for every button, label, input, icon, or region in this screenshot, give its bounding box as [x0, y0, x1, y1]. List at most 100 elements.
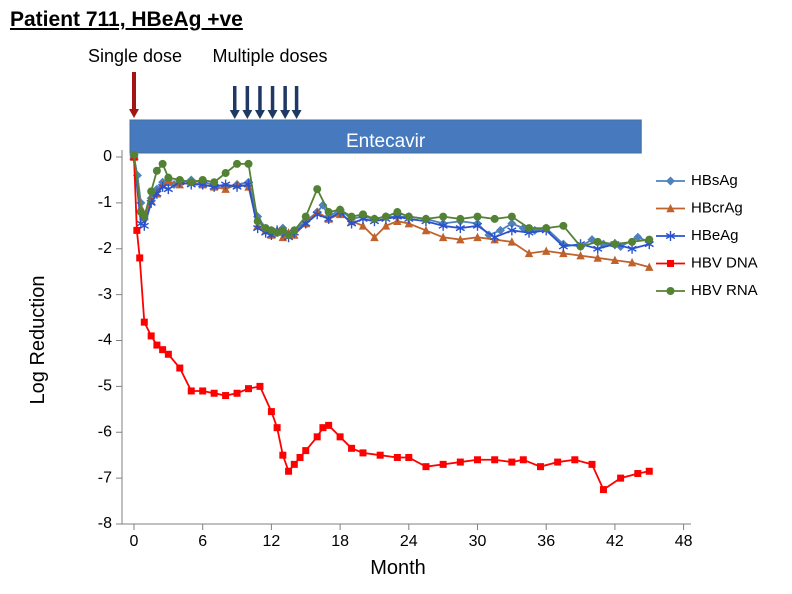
series-line-hbv-dna: [133, 156, 650, 491]
entecavir-bar-label: Entecavir: [346, 131, 426, 152]
marker-hbv-rna: [593, 237, 602, 246]
marker-hbeag: [323, 215, 334, 223]
marker-hbv-dna: [256, 382, 264, 390]
marker-hbv-rna: [221, 169, 230, 178]
marker-hbv-rna: [244, 159, 253, 168]
marker-hbv-dna: [634, 470, 642, 478]
marker-hbv-dna: [645, 467, 653, 475]
marker-hbeag: [455, 225, 465, 232]
y-tick-label: -7: [98, 469, 112, 486]
marker-hbv-rna: [610, 240, 619, 249]
x-axis-title: Month: [370, 557, 426, 579]
marker-hbv-dna: [233, 389, 241, 397]
marker-hbv-rna: [439, 212, 448, 221]
marker-hbv-dna: [285, 467, 293, 475]
marker-hbeag: [644, 241, 654, 248]
marker-hbv-dna: [536, 463, 544, 471]
marker-hbv-dna: [245, 385, 252, 393]
legend-marker: [665, 232, 676, 240]
x-tick-label: 36: [537, 533, 555, 550]
marker-hbcrag: [456, 234, 465, 244]
marker-hbcrag: [473, 232, 482, 242]
marker-hbv-rna: [645, 235, 654, 244]
marker-hbeag: [253, 225, 263, 232]
marker-hbv-dna: [599, 486, 607, 494]
marker-hbv-dna: [405, 453, 413, 461]
single-dose-arrow: [129, 109, 139, 118]
marker-hbeag: [524, 229, 534, 236]
legend-label: HBV DNA: [691, 254, 758, 271]
marker-hbeag: [163, 186, 174, 193]
marker-hbv-dna: [393, 453, 401, 461]
marker-hbcrag: [576, 251, 585, 260]
multiple-dose-arrow: [242, 110, 253, 119]
marker-hbv-dna: [147, 332, 155, 340]
x-tick-label: 6: [198, 533, 207, 550]
marker-hbv-rna: [301, 212, 310, 221]
marker-hbv-dna: [588, 460, 596, 468]
marker-hbeag: [139, 222, 149, 229]
marker-hbsag: [318, 200, 328, 210]
marker-hbv-rna: [198, 175, 207, 184]
marker-hbeag: [209, 183, 219, 190]
y-tick-label: -4: [98, 332, 112, 349]
multiple-dose-arrow: [291, 110, 302, 119]
marker-hbv-rna: [525, 224, 534, 233]
marker-hbv-dna: [222, 392, 230, 400]
marker-hbv-rna: [576, 242, 585, 251]
marker-hbcrag: [542, 246, 551, 255]
marker-hbv-rna: [559, 221, 568, 230]
marker-hbeag: [232, 183, 242, 190]
marker-hbv-rna: [336, 205, 345, 214]
marker-hbeag: [392, 213, 403, 220]
marker-hbv-rna: [233, 159, 242, 168]
marker-hbv-dna: [474, 456, 481, 464]
marker-hbv-dna: [279, 451, 287, 459]
marker-hbv-dna: [376, 451, 384, 459]
legend-marker: [666, 203, 675, 213]
marker-hbv-dna: [508, 458, 516, 466]
marker-hbv-rna: [284, 230, 293, 239]
marker-hbeag: [220, 181, 231, 188]
legend-marker: [666, 176, 675, 186]
marker-hbv-dna: [187, 387, 195, 395]
marker-hbeag: [472, 222, 483, 229]
marker-hbsag: [633, 232, 643, 242]
marker-hbv-rna: [324, 208, 333, 217]
marker-hbv-rna: [381, 212, 390, 221]
x-tick-label: 48: [675, 533, 693, 550]
legend-label: HBV RNA: [691, 282, 758, 299]
legend-label: HBsAg: [691, 172, 738, 189]
marker-hbv-rna: [147, 187, 156, 196]
multiple-dose-arrow: [254, 110, 265, 119]
single-dose-label: Single dose: [87, 46, 183, 66]
marker-hbv-rna: [164, 173, 173, 182]
series-line-hbsag: [133, 156, 650, 248]
series-line-hbv-rna: [133, 154, 650, 248]
legend-marker: [666, 287, 675, 295]
marker-hbv-rna: [158, 159, 167, 168]
marker-hbsag: [495, 225, 505, 235]
marker-hbv-rna: [404, 212, 413, 221]
y-tick-label: -5: [98, 378, 112, 395]
marker-hbv-dna: [296, 453, 304, 461]
marker-hbv-dna: [422, 463, 430, 471]
marker-hbsag: [507, 219, 517, 229]
marker-hbv-dna: [554, 458, 562, 466]
marker-hbcrag: [381, 221, 391, 230]
marker-hbv-rna: [313, 185, 322, 194]
page-title: Patient 711, HBeAg +ve: [10, 8, 243, 31]
marker-hbcrag: [507, 237, 517, 246]
marker-hbcrag: [438, 232, 448, 242]
y-tick-label: -1: [98, 194, 112, 211]
marker-hbv-rna: [278, 226, 287, 235]
marker-hbv-rna: [393, 208, 402, 217]
marker-hbv-dna: [290, 460, 298, 468]
marker-hbcrag: [627, 257, 637, 267]
x-tick-label: 12: [263, 533, 281, 550]
marker-hbv-dna: [359, 449, 367, 457]
marker-hbv-dna: [199, 387, 207, 395]
marker-hbcrag: [370, 232, 379, 242]
